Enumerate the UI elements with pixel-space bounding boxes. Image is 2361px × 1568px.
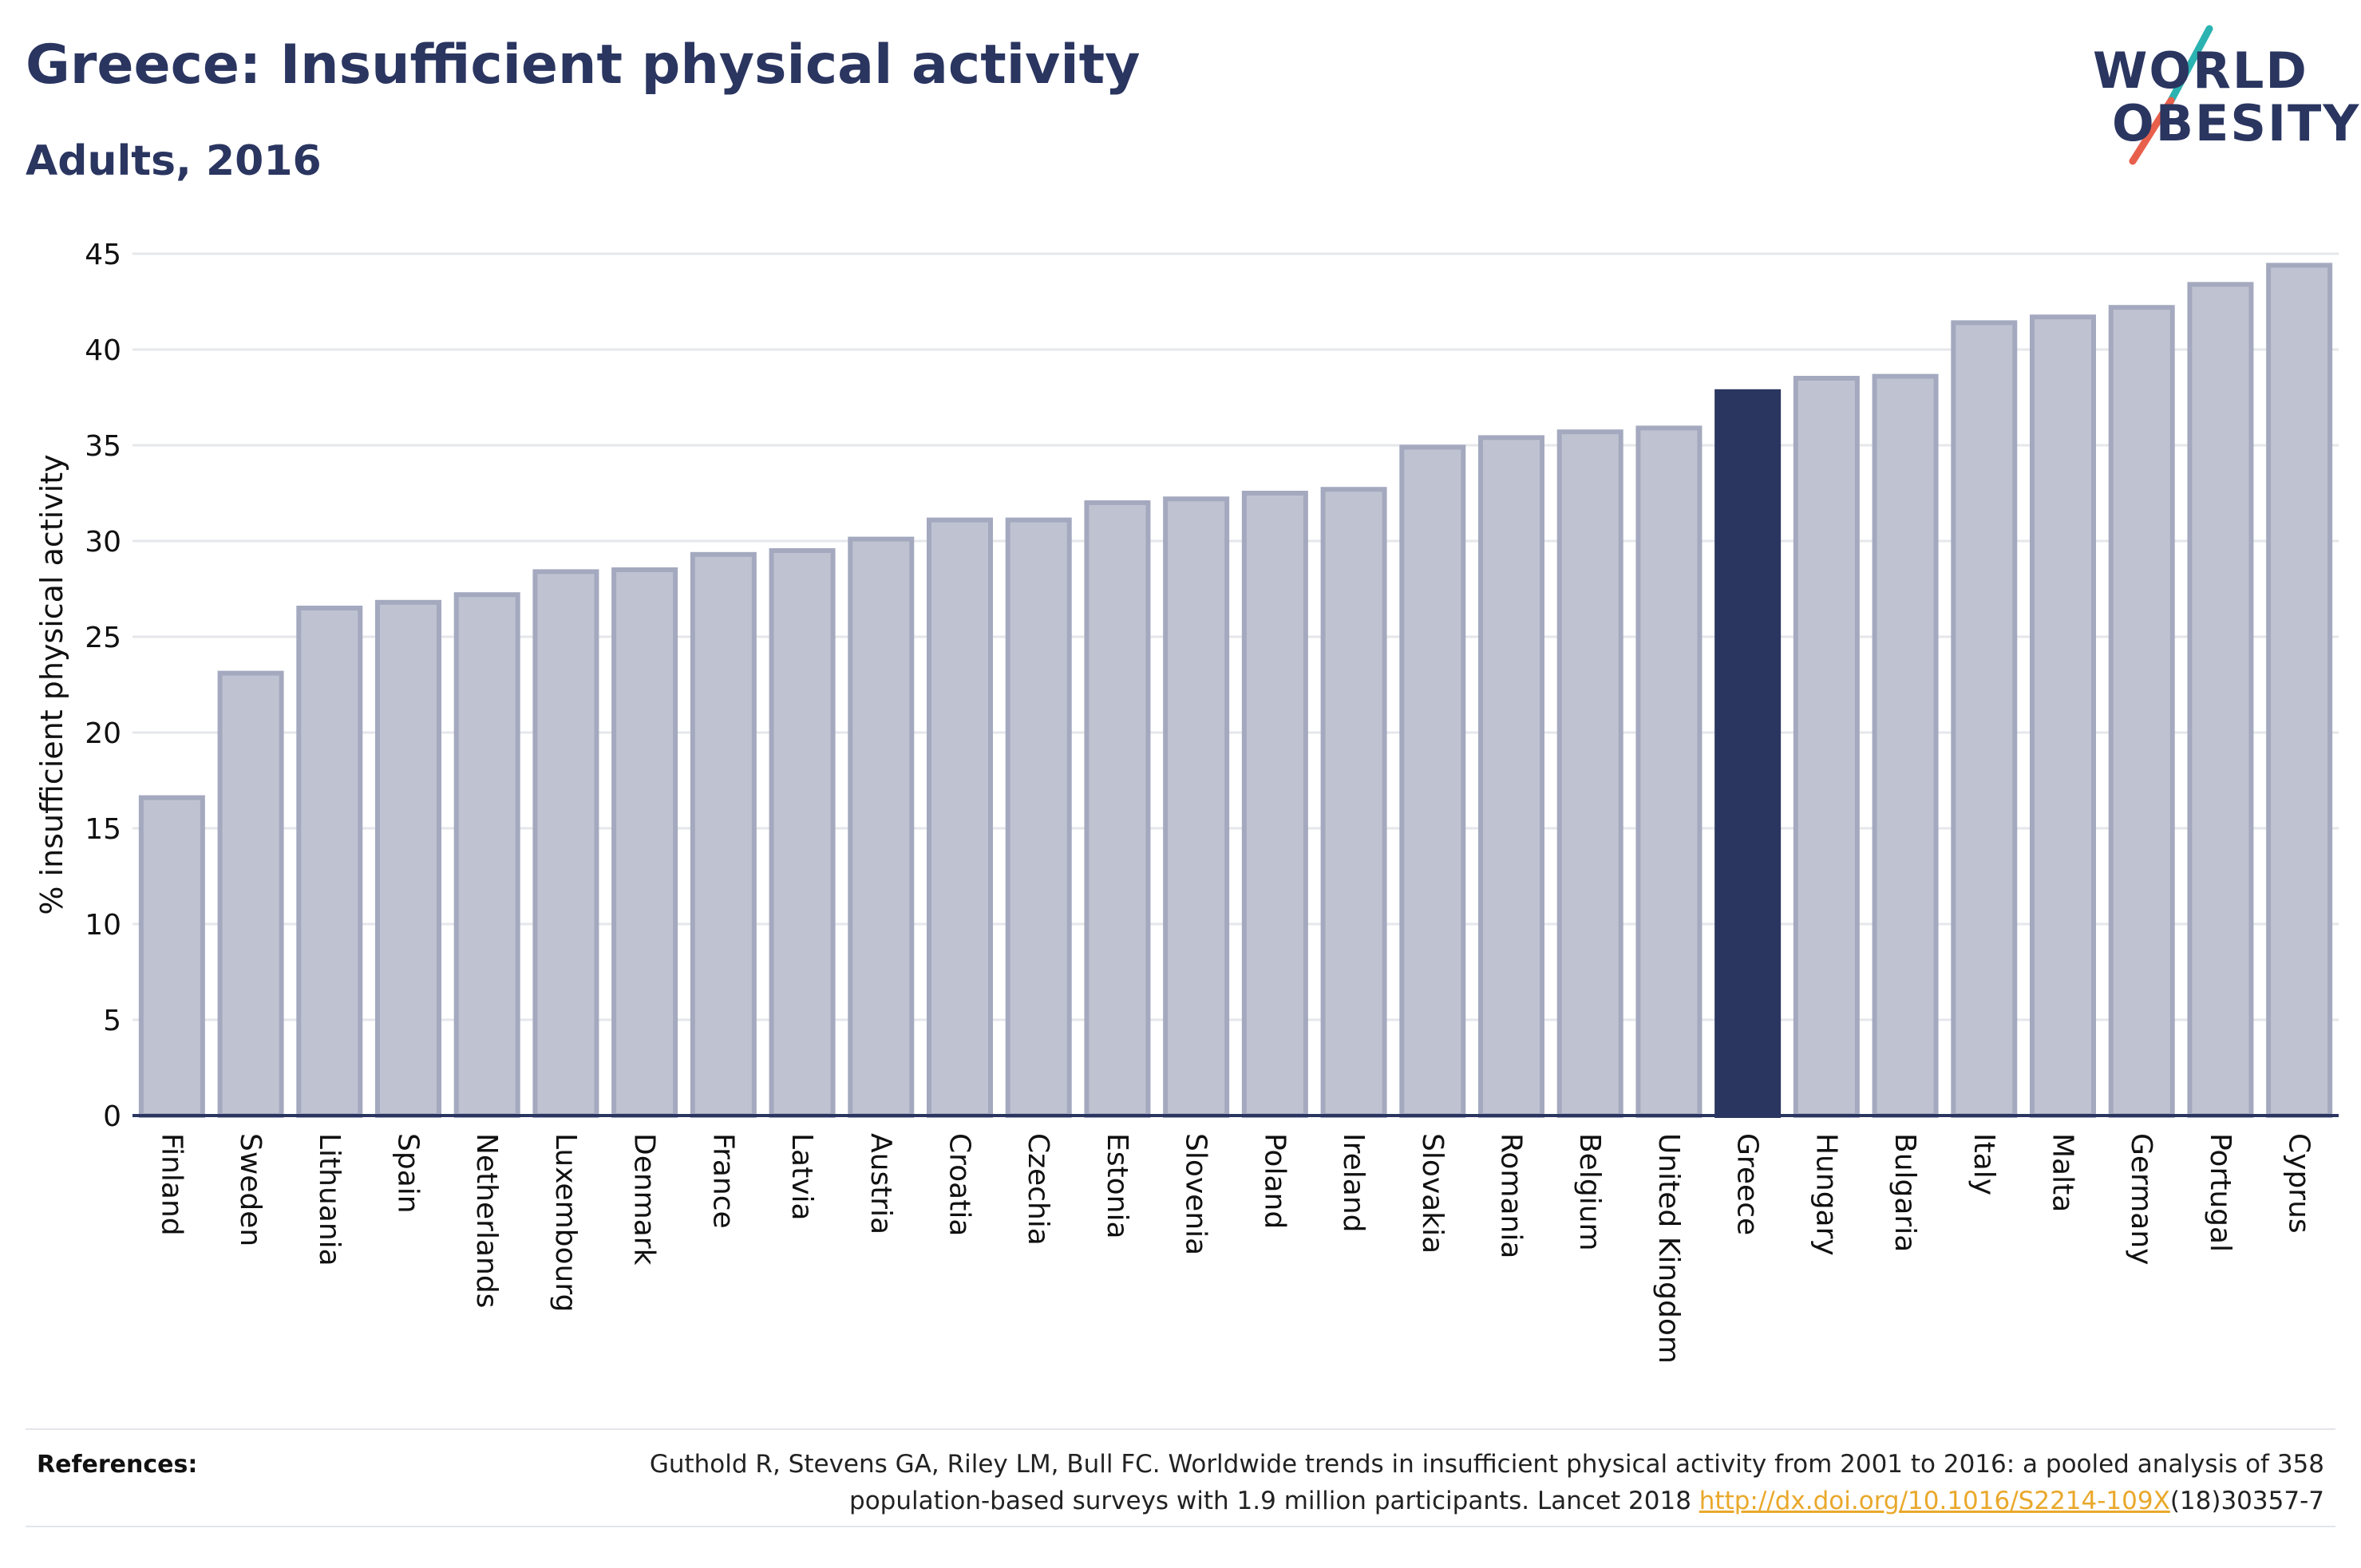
- logo-slash-icon: [2129, 25, 2213, 165]
- bar-lithuania: [296, 606, 363, 1118]
- bar-united-kingdom: [1635, 425, 1703, 1118]
- bar-denmark: [611, 567, 678, 1118]
- bar-poland: [1241, 491, 1308, 1118]
- references-label: References:: [37, 1451, 198, 1479]
- x-tick-label: Netherlands: [470, 1133, 503, 1308]
- x-tick-label: Luxembourg: [549, 1133, 582, 1312]
- references-top-rule: [26, 1428, 2335, 1430]
- x-tick-label: Greece: [1731, 1133, 1764, 1235]
- references-text: Guthold R, Stevens GA, Riley LM, Bull FC…: [488, 1446, 2324, 1519]
- bar-chart: 0 5 10 15 20 25 30 35 40 45 Finland Sweden Lithuani…: [34, 239, 2339, 1364]
- bar-belgium: [1556, 429, 1623, 1118]
- x-tick-label: Latvia: [785, 1133, 818, 1221]
- bar-spain: [375, 599, 441, 1118]
- x-tick-label: Ireland: [1337, 1133, 1370, 1233]
- y-tick-label: 5: [103, 1005, 121, 1037]
- x-tick-label: Belgium: [1573, 1133, 1606, 1251]
- x-axis-labels: Finland Sweden Lithuania Spain Netherlands Lu…: [155, 1133, 2315, 1364]
- x-tick-label: Bulgaria: [1888, 1133, 1921, 1252]
- reference-line-2: population-based surveys with 1.9 millio…: [849, 1487, 1699, 1515]
- bars: [138, 263, 2333, 1119]
- y-tick-label: 45: [85, 239, 121, 271]
- bar-france: [690, 551, 757, 1118]
- x-tick-label: Italy: [1968, 1133, 2000, 1195]
- x-tick-label: Slovakia: [1416, 1133, 1449, 1254]
- bar-portugal: [2187, 282, 2254, 1118]
- bar-finland: [138, 795, 205, 1118]
- x-tick-label: Finland: [155, 1133, 188, 1236]
- bar-austria: [848, 536, 915, 1118]
- x-tick-label: Slovenia: [1180, 1133, 1212, 1255]
- references-bottom-rule: [26, 1526, 2335, 1527]
- bar-germany: [2108, 305, 2175, 1118]
- y-tick-label: 20: [85, 717, 121, 750]
- bar-greece: [1714, 389, 1782, 1118]
- y-axis-ticks: 0 5 10 15 20 25 30 35 40 45: [85, 239, 121, 1133]
- x-tick-label: Denmark: [628, 1133, 661, 1266]
- bar-czechia: [1005, 517, 1072, 1118]
- world-obesity-logo: WORLD OBESITY: [2075, 24, 2359, 168]
- y-tick-label: 0: [103, 1100, 121, 1133]
- x-tick-label: Cyprus: [2283, 1133, 2316, 1234]
- bar-netherlands: [453, 592, 520, 1118]
- y-tick-label: 35: [85, 430, 121, 463]
- y-tick-label: 30: [85, 526, 121, 559]
- x-tick-label: Portugal: [2204, 1133, 2236, 1252]
- bar-romania: [1478, 435, 1544, 1118]
- x-tick-label: Malta: [2047, 1133, 2079, 1212]
- x-tick-label: Sweden: [234, 1133, 267, 1246]
- x-tick-label: Czechia: [1022, 1133, 1054, 1246]
- chart-title: Greece: Insufficient physical activity: [26, 34, 1141, 97]
- x-tick-label: Hungary: [1809, 1133, 1842, 1256]
- chart-subtitle: Adults, 2016: [26, 137, 322, 185]
- x-tick-label: Estonia: [1101, 1133, 1133, 1239]
- bar-bulgaria: [1872, 373, 1939, 1119]
- bar-slovenia: [1163, 496, 1230, 1118]
- y-tick-label: 10: [85, 909, 121, 942]
- x-tick-label: United Kingdom: [1652, 1133, 1685, 1364]
- y-tick-label: 15: [85, 813, 121, 846]
- y-tick-label: 25: [85, 622, 121, 654]
- logo-text-world: WORLD: [2093, 41, 2308, 100]
- bar-estonia: [1084, 500, 1151, 1118]
- bar-sweden: [217, 670, 284, 1118]
- x-tick-label: Spain: [392, 1133, 425, 1214]
- bar-latvia: [769, 548, 836, 1118]
- x-tick-label: Austria: [864, 1133, 897, 1234]
- bar-luxembourg: [532, 569, 599, 1118]
- x-tick-label: Croatia: [943, 1133, 976, 1236]
- reference-doi-link[interactable]: http://dx.doi.org/10.1016/S2214-109X: [1699, 1487, 2170, 1515]
- y-axis-label: % insufficient physical activity: [34, 454, 69, 914]
- x-tick-label: Lithuania: [313, 1133, 346, 1266]
- x-tick-label: Germany: [2125, 1133, 2157, 1265]
- bar-hungary: [1793, 376, 1860, 1118]
- bar-cyprus: [2266, 263, 2333, 1118]
- x-tick-label: Poland: [1258, 1133, 1291, 1229]
- reference-line-1: Guthold R, Stevens GA, Riley LM, Bull FC…: [649, 1450, 2324, 1479]
- bar-malta: [2030, 314, 2096, 1118]
- x-tick-label: Romania: [1495, 1133, 1528, 1258]
- bar-slovakia: [1399, 444, 1466, 1118]
- bar-croatia: [927, 517, 993, 1118]
- bar-italy: [1951, 320, 2018, 1118]
- reference-line-2-end: (18)30357-7: [2169, 1487, 2324, 1515]
- logo-text-obesity: OBESITY: [2112, 94, 2361, 152]
- y-tick-label: 40: [85, 334, 121, 367]
- bar-ireland: [1320, 487, 1387, 1118]
- x-tick-label: France: [706, 1133, 739, 1229]
